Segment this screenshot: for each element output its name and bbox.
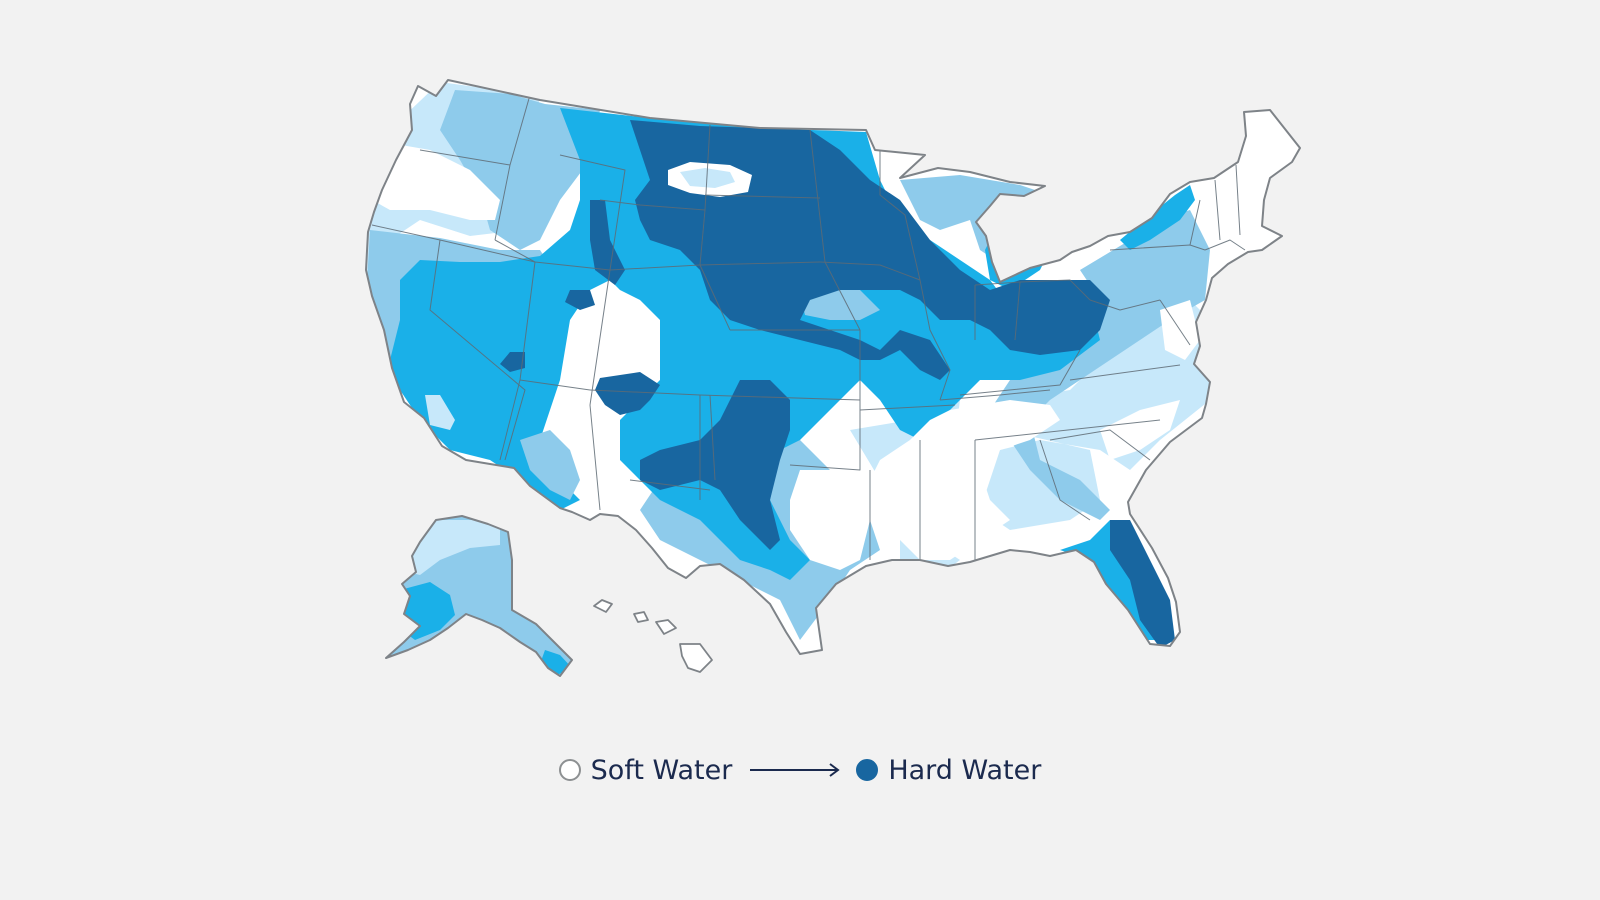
hard-water-swatch-icon [856, 759, 879, 781]
legend: Soft Water Hard Water [0, 748, 1600, 792]
alaska-region [385, 515, 573, 677]
legend-soft-label: Soft Water [590, 754, 733, 786]
soft-water-swatch-icon [558, 759, 581, 781]
hawaii-region [593, 599, 713, 673]
legend-hard-label: Hard Water [888, 754, 1042, 786]
arrow-right-icon [750, 763, 840, 777]
